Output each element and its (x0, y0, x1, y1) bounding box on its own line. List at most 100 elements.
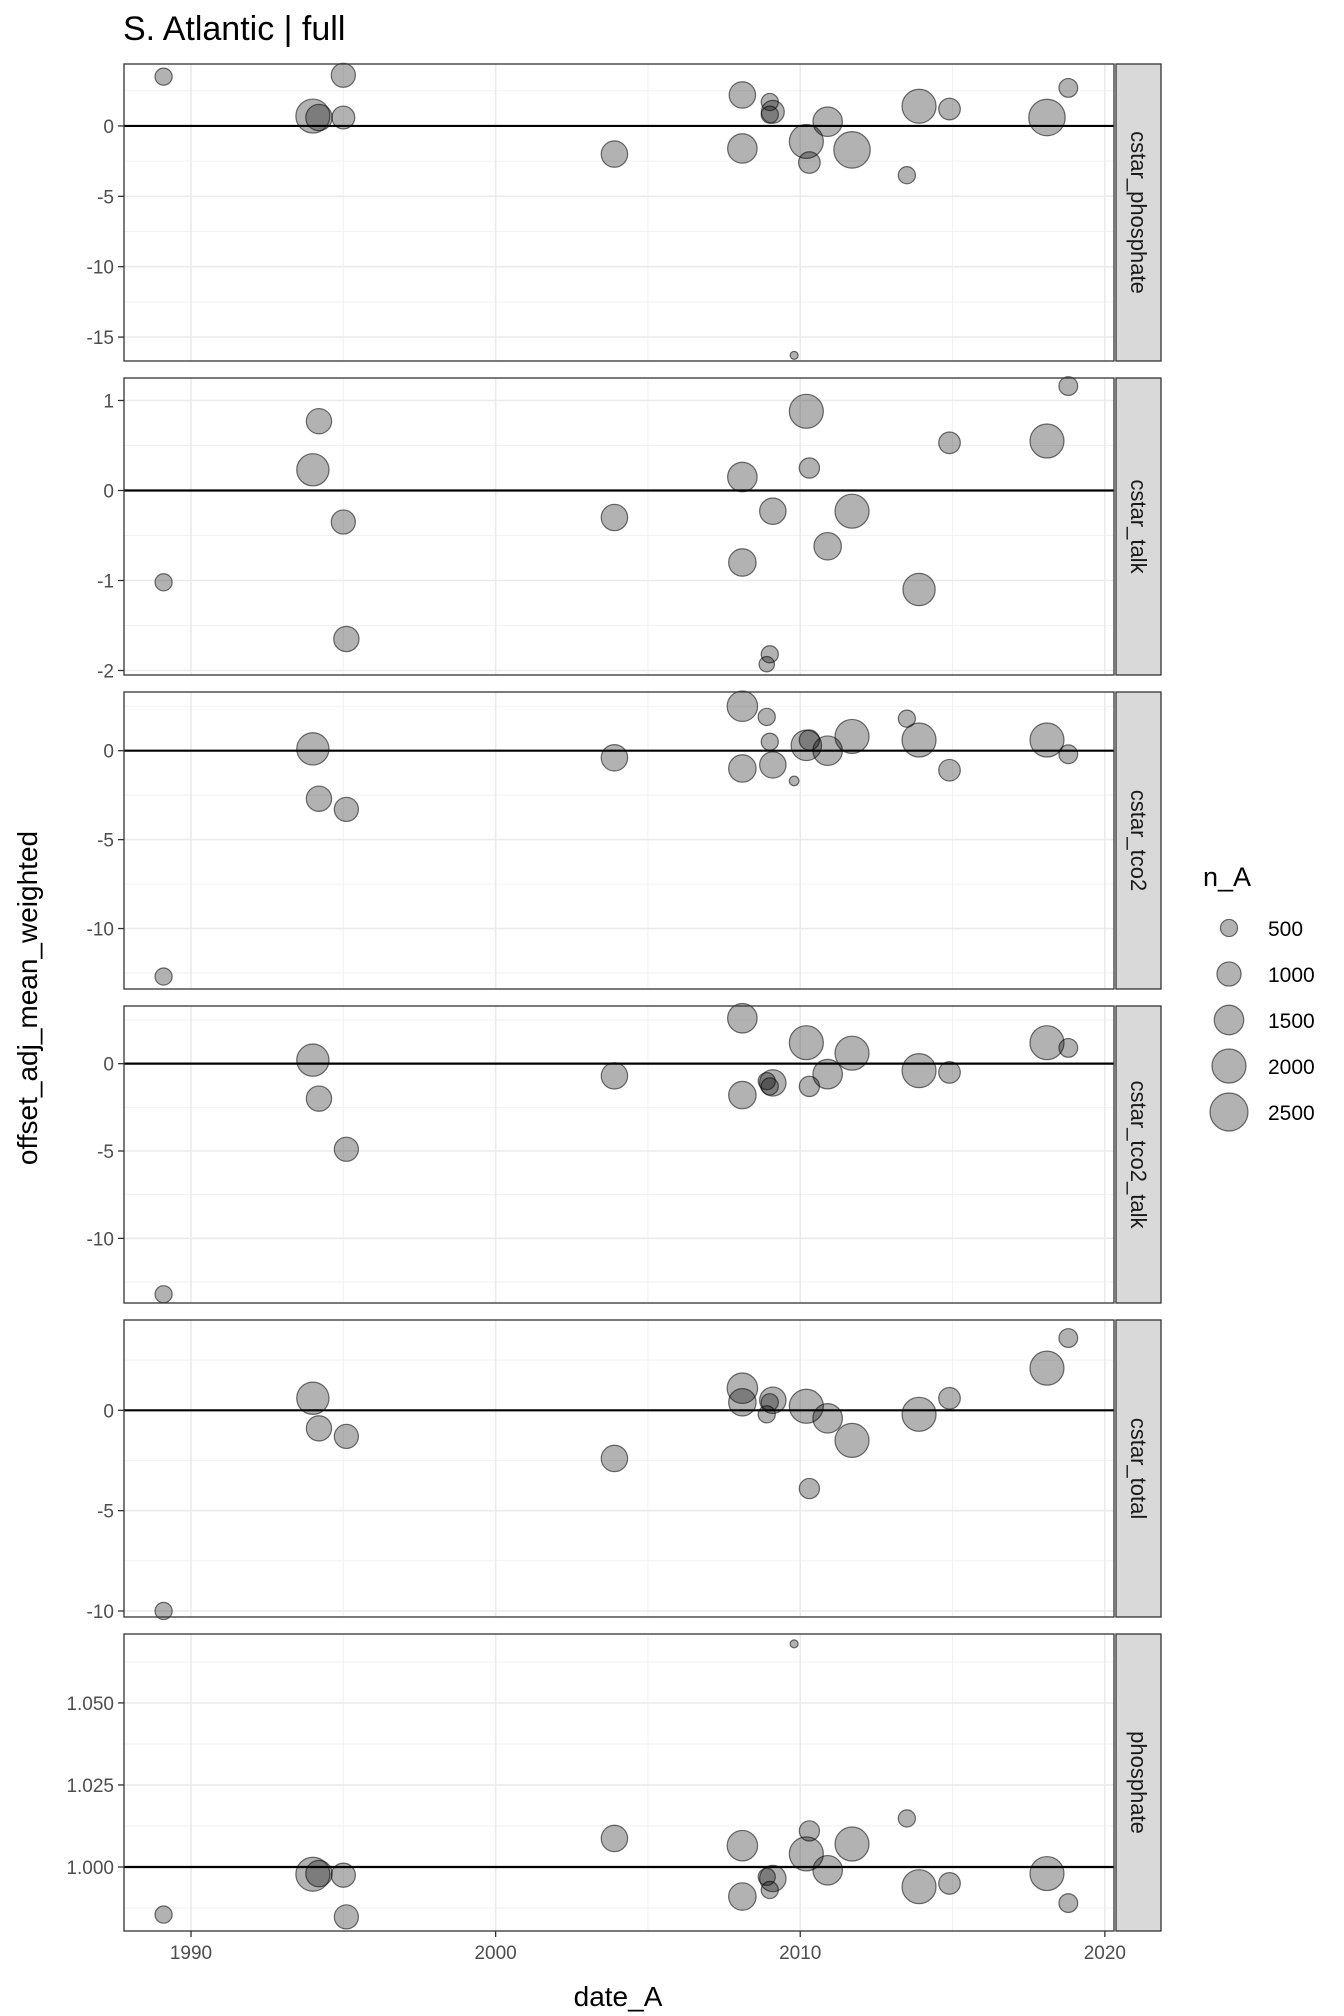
data-point (788, 123, 824, 160)
x-tick-label: 2000 (474, 1943, 516, 1964)
data-point (726, 690, 759, 723)
data-point (330, 62, 356, 88)
panel-cstar_total: 0 -5 -10 cstar_total (87, 1319, 1162, 1623)
data-point (789, 1639, 799, 1649)
data-point (154, 573, 173, 592)
legend-label: 1500 (1268, 1010, 1315, 1033)
panel-cstar_phosphate: 0 -5 -10 -15 cstar_phosphate (87, 62, 1162, 362)
y-tick-label: 0 (103, 117, 114, 138)
panel-cstar_tco2_talk: 0 -5 -10 cstar_tco2_talk (87, 1002, 1162, 1304)
data-point (296, 1043, 330, 1077)
data-point (295, 1856, 331, 1892)
y-tick-label: 0 (103, 1401, 114, 1422)
y-tick-label: 1.000 (66, 1858, 114, 1879)
x-tick-label: 1990 (170, 1943, 212, 1964)
x-tick-label: 2010 (779, 1943, 821, 1964)
panel-border (123, 1633, 1115, 1932)
y-tick-label: 1.025 (66, 1776, 114, 1797)
data-point (834, 1422, 870, 1459)
panel-cstar_talk: 1 0 -1 -2 cstar_talk (97, 376, 1162, 683)
facet-strip-label: cstar_phosphate (1126, 131, 1151, 294)
data-point (333, 1136, 360, 1162)
data-point (154, 1601, 173, 1621)
data-point (833, 131, 871, 169)
data-point (154, 1905, 173, 1924)
data-point (1058, 376, 1079, 397)
data-point (760, 645, 779, 664)
data-point (296, 453, 330, 487)
data-point (1058, 1893, 1079, 1914)
facet-strip-label: cstar_talk (1126, 479, 1151, 574)
data-point (788, 1025, 824, 1061)
y-tick-label: -5 (97, 1502, 114, 1523)
data-point (333, 796, 360, 823)
data-point (834, 1826, 870, 1862)
data-point (788, 1388, 824, 1424)
data-point (789, 350, 799, 360)
data-point (759, 1069, 787, 1097)
data-point (938, 431, 961, 455)
y-tick-label: -10 (87, 1229, 114, 1250)
data-point (760, 1077, 779, 1096)
data-point (154, 1285, 173, 1304)
panel-phosphate: 1.050 1.025 1.000 phosphate 1990 2000 2010 2020 (66, 1633, 1162, 1964)
y-tick-label: -1 (97, 572, 114, 593)
y-tick-label: -10 (87, 258, 114, 279)
data-point (728, 548, 757, 577)
y-tick-label: 0 (103, 1055, 114, 1076)
y-tick-label: -5 (97, 831, 114, 852)
data-point (938, 1872, 961, 1895)
y-tick-label: -10 (87, 1602, 114, 1623)
panel-border (123, 1005, 1115, 1304)
data-point (305, 1085, 333, 1112)
x-tick-label: 2020 (1084, 1943, 1126, 1964)
data-point (938, 1060, 961, 1084)
data-point (812, 1402, 844, 1434)
data-point (938, 1386, 961, 1410)
data-point (1029, 423, 1065, 459)
data-point (728, 754, 757, 783)
data-point (600, 1062, 629, 1090)
facet-panels: 0 -5 -10 -15 cstar_phosphate 1 0 -1 -2 cstar_talk… (66, 62, 1162, 1964)
data-point (330, 509, 356, 535)
data-point (600, 744, 629, 772)
data-point (901, 88, 937, 124)
data-point (728, 1080, 757, 1110)
data-point (305, 103, 333, 132)
data-point (726, 1829, 759, 1862)
data-point (897, 166, 917, 185)
y-tick-label: -5 (97, 187, 114, 208)
size-legend: n_A 500 1000 1500 2000 2500 (1203, 862, 1315, 1132)
legend-label: 1000 (1268, 964, 1315, 987)
data-point (834, 1035, 870, 1071)
data-point (760, 732, 779, 751)
data-point (1058, 77, 1079, 98)
panel-border (123, 63, 1115, 362)
y-axis-title: offset_adj_mean_weighted (12, 831, 43, 1165)
panel-background (124, 692, 1114, 989)
data-point (1058, 744, 1079, 765)
chart-title: S. Atlantic | full (123, 10, 345, 48)
y-tick-label: 0 (103, 482, 114, 503)
data-point (154, 67, 173, 86)
panel-border (123, 691, 1115, 990)
legend-label: 500 (1268, 918, 1303, 941)
data-point (600, 140, 629, 168)
y-tick-label: -5 (97, 1142, 114, 1163)
data-point (154, 967, 173, 986)
data-point (897, 709, 917, 728)
data-point (728, 1882, 757, 1911)
legend-label: 2500 (1268, 1102, 1315, 1125)
data-point (333, 1423, 360, 1450)
legend-key (1216, 961, 1242, 987)
legend-key (1219, 918, 1239, 938)
legend-label: 2000 (1268, 1056, 1315, 1079)
data-point (296, 1381, 330, 1415)
data-point (600, 1824, 629, 1853)
panel-background (124, 1006, 1114, 1303)
data-point (798, 1477, 821, 1500)
data-point (797, 151, 821, 174)
data-point (759, 1386, 787, 1415)
data-point (798, 457, 821, 479)
